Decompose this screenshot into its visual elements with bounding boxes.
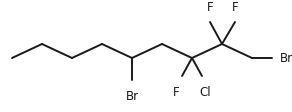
Text: Cl: Cl	[199, 86, 211, 99]
Text: F: F	[232, 1, 238, 14]
Text: Br: Br	[280, 52, 292, 65]
Text: F: F	[173, 86, 179, 99]
Text: F: F	[207, 1, 213, 14]
Text: Br: Br	[126, 90, 139, 103]
